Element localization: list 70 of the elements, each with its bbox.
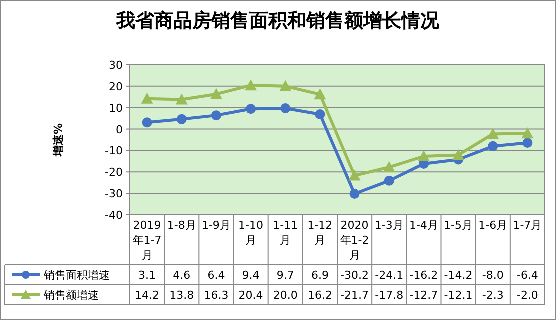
x-tick-label: 1-12月 xyxy=(308,219,333,247)
data-label: -8.0 xyxy=(482,269,504,282)
point xyxy=(315,110,326,120)
point xyxy=(141,92,154,104)
x-tick-label: 1-8月 xyxy=(167,219,196,232)
x-tick-label: 1-5月 xyxy=(444,219,474,232)
data-label: -2.3 xyxy=(482,289,504,302)
x-tick-label: 1-10月 xyxy=(238,219,264,247)
point xyxy=(280,80,292,92)
data-label: -16.2 xyxy=(410,269,438,282)
point xyxy=(210,88,222,100)
x-tick-label: 1-7月 xyxy=(513,219,542,232)
y-tick-label: -10 xyxy=(105,144,123,158)
data-label: 6.4 xyxy=(208,269,226,282)
data-label: 6.9 xyxy=(311,269,329,282)
point xyxy=(280,104,291,114)
point xyxy=(176,114,187,124)
data-label: 20.0 xyxy=(273,289,298,302)
point xyxy=(522,128,534,139)
data-label: -21.7 xyxy=(340,289,370,302)
y-axis-title: 增速% xyxy=(52,123,65,158)
data-label: 4.6 xyxy=(173,269,191,282)
point xyxy=(211,110,222,121)
point xyxy=(522,138,533,148)
data-label: 16.2 xyxy=(308,289,332,302)
point xyxy=(383,161,396,172)
point xyxy=(246,104,256,114)
y-tick-label: -20 xyxy=(105,166,123,180)
x-tick-label: 1-9月 xyxy=(202,219,231,232)
x-tick-label: 1-11月 xyxy=(273,219,298,247)
data-label: -14.2 xyxy=(444,269,473,282)
point xyxy=(142,118,152,128)
legend-label: 销售额增速 xyxy=(43,289,99,302)
point xyxy=(350,189,360,199)
legend-label: 销售面积增速 xyxy=(43,269,110,282)
x-tick-label: 2019年1-7月 xyxy=(132,219,162,262)
data-label: 14.2 xyxy=(135,289,160,302)
point xyxy=(418,150,430,162)
point xyxy=(487,128,500,140)
data-label: 20.4 xyxy=(238,289,264,302)
y-tick-label: -30 xyxy=(105,188,123,201)
data-label: -17.8 xyxy=(375,289,404,302)
data-label: 9.7 xyxy=(276,269,294,282)
y-tick-label: 20 xyxy=(109,80,123,94)
y-tick-label: 0 xyxy=(116,123,123,136)
data-label: 9.4 xyxy=(242,269,260,282)
data-label: -12.1 xyxy=(444,289,473,302)
point xyxy=(314,88,326,100)
x-tick-label: 1-4月 xyxy=(409,219,438,232)
data-label: -2.0 xyxy=(516,289,538,302)
title: 我省商品房销售面积和销售额增长情况 xyxy=(116,10,440,32)
x-tick-label: 2020年1-2月 xyxy=(340,219,370,262)
point xyxy=(245,80,258,91)
point xyxy=(384,176,394,186)
y-tick-label: 30 xyxy=(109,59,123,72)
data-label: -6.4 xyxy=(516,269,538,282)
data-label: -24.1 xyxy=(375,269,404,282)
x-tick-label: 1-3月 xyxy=(374,219,404,232)
y-tick-label: -40 xyxy=(105,209,123,222)
point xyxy=(348,170,361,181)
x-tick-label: 1-6月 xyxy=(478,219,508,232)
y-tick-label: 10 xyxy=(109,102,123,115)
data-label: -12.7 xyxy=(410,289,438,302)
data-label: 16.3 xyxy=(204,289,229,302)
data-label: 13.8 xyxy=(170,289,194,302)
point xyxy=(488,141,498,152)
point xyxy=(452,149,465,160)
point xyxy=(176,94,188,105)
data-label: -30.2 xyxy=(340,269,370,282)
data-label: 3.1 xyxy=(138,269,156,282)
